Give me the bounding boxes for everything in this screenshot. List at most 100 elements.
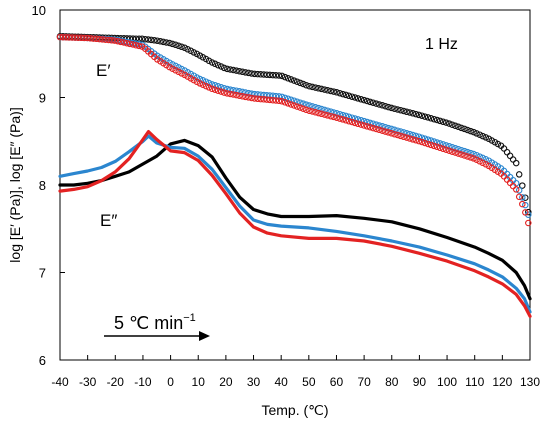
series-2-point-137 — [473, 156, 480, 163]
series-2-point-44 — [190, 76, 198, 84]
series-1-point-72 — [275, 93, 283, 100]
series-0-point-92 — [336, 89, 344, 97]
series-2-point-118 — [415, 137, 423, 145]
series-2-point-79 — [297, 104, 304, 111]
series-1-point-69 — [266, 92, 274, 99]
series-2-point-82 — [306, 107, 313, 115]
series-2-point-59 — [236, 92, 243, 99]
x-tick-label-14: 100 — [437, 375, 457, 389]
series-0-point-91 — [333, 89, 340, 96]
series-0-point-112 — [397, 106, 404, 114]
series-2-point-0 — [56, 33, 64, 41]
series-0-point-81 — [303, 81, 310, 89]
series-1-point-86 — [318, 105, 325, 113]
frequency-label: 1 Hz — [425, 36, 458, 53]
series-2-point-132 — [458, 151, 465, 158]
series-2-point-152 — [519, 200, 526, 208]
series-0-point-102 — [366, 98, 374, 106]
heating-rate-label: 5 ℃ min−1 — [114, 312, 196, 333]
series-0-point-50 — [208, 59, 216, 66]
series-2-point-101 — [363, 123, 371, 130]
series-0-point-55 — [224, 65, 231, 73]
series-0-point-70 — [269, 71, 277, 79]
series-2-point-49 — [205, 84, 213, 91]
x-tick-label-15: 110 — [465, 375, 484, 389]
series-2-point-90 — [330, 113, 337, 121]
x-tick-label-13: 90 — [413, 375, 427, 389]
series-2-point-9 — [84, 34, 91, 42]
series-2-point-104 — [373, 125, 380, 133]
series-0-point-129 — [449, 121, 456, 128]
series-2-point-22 — [123, 39, 131, 47]
series-0-point-88 — [324, 87, 331, 94]
series-2-point-2 — [62, 34, 70, 41]
series-2-point-56 — [227, 90, 234, 98]
x-tick-label-11: 70 — [357, 375, 371, 389]
series-2-point-127 — [442, 146, 450, 153]
series-4 — [58, 134, 532, 314]
series-1-point-151 — [515, 187, 523, 194]
series-0-point-144 — [494, 140, 502, 148]
series-2-point-73 — [278, 98, 286, 105]
series-2-point-50 — [208, 85, 216, 93]
series-1-point-152 — [519, 194, 526, 201]
series-2-point-37 — [169, 65, 176, 72]
x-tick-label-5: 10 — [192, 375, 206, 389]
series-0-point-136 — [470, 128, 477, 136]
series-2-point-113 — [400, 133, 407, 141]
series-2-point-151 — [515, 193, 523, 201]
series-0-point-105 — [376, 101, 383, 108]
series-2-point-17 — [108, 37, 115, 44]
series-2-point-125 — [436, 144, 444, 152]
series-2-point-18 — [111, 37, 118, 44]
series-1-point-58 — [233, 87, 240, 94]
series-2-point-95 — [345, 117, 353, 125]
series-0-point-114 — [403, 108, 410, 116]
series-5 — [58, 130, 532, 318]
heating-rate-text: 5 ℃ min — [114, 313, 183, 333]
series-2-point-128 — [446, 147, 453, 154]
series-0-point-146 — [500, 145, 508, 152]
series-0-point-65 — [254, 70, 261, 78]
series-0-point-132 — [458, 124, 465, 132]
series-2-point-83 — [309, 108, 316, 115]
series-2-point-123 — [430, 142, 438, 150]
series-0-point-58 — [233, 67, 240, 74]
series-2-point-111 — [394, 131, 401, 139]
series-2-point-71 — [272, 97, 280, 104]
series-0-point-113 — [400, 107, 407, 115]
series-0-point-151 — [515, 171, 523, 178]
series-0-point-120 — [421, 113, 429, 120]
series-2 — [56, 33, 532, 227]
series-1-point-77 — [290, 97, 298, 104]
series-2-point-114 — [403, 134, 410, 141]
y-tick-label-0: 6 — [39, 353, 46, 368]
series-2-point-12 — [93, 35, 100, 43]
series-4-line — [58, 134, 532, 314]
series-0-point-73 — [278, 72, 286, 80]
series-layer — [56, 33, 532, 318]
series-0-point-71 — [272, 72, 280, 79]
series-2-point-65 — [254, 95, 261, 103]
series-0-point-40 — [178, 43, 185, 51]
series-1-point-70 — [269, 92, 277, 100]
series-0-point-106 — [379, 102, 386, 109]
series-2-point-105 — [376, 126, 383, 134]
series-2-point-121 — [424, 140, 432, 148]
series-2-point-131 — [455, 150, 462, 157]
series-0-point-29 — [144, 36, 152, 43]
series-0-point-53 — [217, 63, 225, 70]
series-0-point-93 — [339, 90, 347, 98]
series-0-point-152 — [519, 182, 526, 189]
series-2-point-61 — [242, 93, 249, 101]
series-2-point-97 — [351, 119, 359, 127]
series-2-point-88 — [324, 112, 331, 119]
series-2-point-11 — [90, 35, 97, 42]
series-0-point-119 — [418, 112, 426, 119]
series-2-point-94 — [342, 117, 350, 124]
series-3 — [58, 138, 532, 301]
x-tick-label-9: 50 — [302, 375, 316, 389]
series-0-point-98 — [354, 95, 362, 102]
x-tick-label-16: 120 — [492, 375, 512, 389]
series-2-point-1 — [59, 33, 67, 41]
